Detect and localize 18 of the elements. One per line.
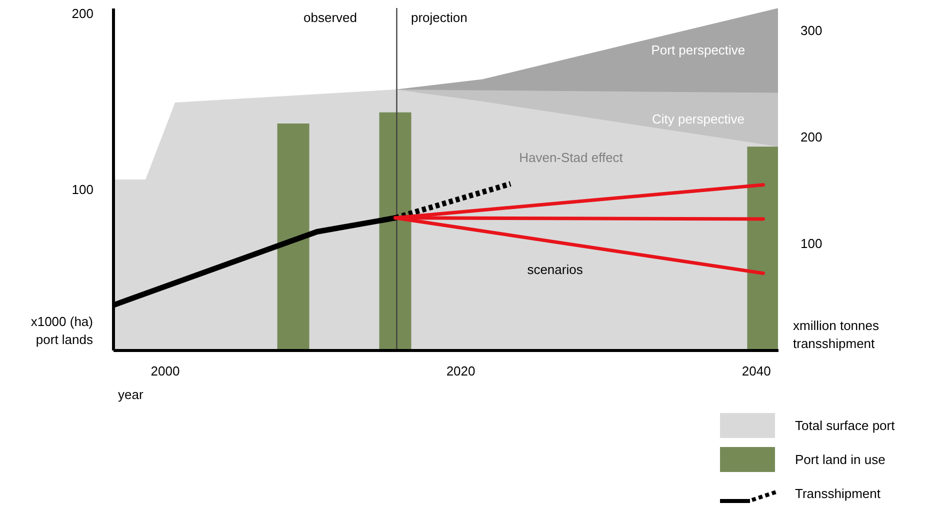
annotation: Haven-Stad effect bbox=[519, 150, 624, 165]
annotation: projection bbox=[411, 10, 468, 25]
annotation: scenarios bbox=[527, 262, 584, 277]
y2-tick-label: 100 bbox=[800, 236, 822, 251]
x-axis-title: year bbox=[118, 387, 144, 402]
series-label: City perspective bbox=[652, 112, 744, 127]
annotation: observed bbox=[304, 10, 357, 25]
legend-label: Total surface port bbox=[795, 418, 896, 433]
series-label: Port perspective bbox=[651, 42, 746, 58]
legend-label: Port land in use bbox=[795, 452, 886, 467]
x-tick-label: 2000 bbox=[150, 364, 180, 378]
y2-tick-label: 300 bbox=[800, 22, 822, 38]
y-axis-title: x1000 (ha) port lands bbox=[30, 314, 94, 347]
y2-axis-title: xmillion tonnes transshipment bbox=[793, 318, 880, 351]
x-tick-label: 2020 bbox=[446, 364, 476, 378]
legend-label: Transshipment bbox=[795, 486, 881, 501]
y2-tick-label: 200 bbox=[800, 129, 822, 144]
x-tick-label: 2040 bbox=[742, 364, 771, 378]
